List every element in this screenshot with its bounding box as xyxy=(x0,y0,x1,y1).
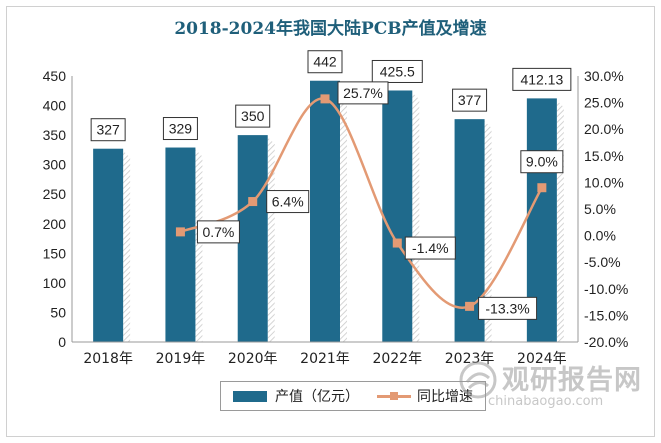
growth-value-label-box xyxy=(266,190,310,214)
bar-value-label-box xyxy=(235,104,271,128)
y-left-tick-label: 50 xyxy=(50,304,66,320)
bar xyxy=(93,148,124,342)
growth-value-label: 25.7% xyxy=(343,85,383,101)
y-left-tick-label: 250 xyxy=(43,186,67,202)
y-left-tick-label: 200 xyxy=(43,216,67,232)
y-right-tick-label: -5.0% xyxy=(584,254,621,270)
y-right-tick-label: 0.0% xyxy=(584,228,616,244)
bar-value-label: 327 xyxy=(96,122,120,138)
growth-marker xyxy=(248,197,258,207)
growth-value-label-box xyxy=(520,150,564,174)
bar-value-label: 425.5 xyxy=(380,63,415,79)
watermark-name: 观研报告网 xyxy=(502,365,642,396)
x-tick-label: 2024年 xyxy=(517,351,567,367)
bar xyxy=(165,147,196,342)
bar-shadow xyxy=(556,100,564,342)
bar-value-label: 442 xyxy=(313,54,337,70)
bar-shadow xyxy=(412,92,420,342)
x-tick-label: 2020年 xyxy=(228,351,278,367)
bar-shadow xyxy=(123,150,131,342)
bar-value-label-box xyxy=(307,50,343,74)
bar-value-label-box xyxy=(452,88,488,112)
legend: 产值（亿元） 同比增速 xyxy=(220,381,486,411)
bar-shadow xyxy=(267,137,275,342)
bar xyxy=(237,135,268,342)
legend-label-output: 产值（亿元） xyxy=(275,389,359,405)
y-right-tick-label: 10.0% xyxy=(584,174,624,190)
y-left-tick-label: 400 xyxy=(43,98,67,114)
bar xyxy=(310,80,340,343)
y-right-tick-label: 30.0% xyxy=(584,68,624,84)
growth-value-label: -1.4% xyxy=(412,240,449,256)
y-left-tick-label: 350 xyxy=(43,127,67,143)
y-right-tick-label: -10.0% xyxy=(584,281,628,297)
legend-item-growth: 同比增速 xyxy=(377,386,473,406)
watermark-domain: chinabaogao.com xyxy=(488,394,604,409)
y-left-tick-label: 300 xyxy=(43,157,67,173)
bar-value-label-box xyxy=(512,67,572,91)
bar-value-label: 377 xyxy=(458,92,482,108)
x-tick-label: 2021年 xyxy=(300,351,350,367)
y-right-tick-label: 20.0% xyxy=(584,121,624,137)
growth-value-label: 9.0% xyxy=(526,154,558,170)
y-left-tick-label: 150 xyxy=(43,245,67,261)
x-tick-label: 2019年 xyxy=(156,351,206,367)
legend-item-output: 产值（亿元） xyxy=(233,386,359,406)
watermark: 观研报告网 chinabaogao.com xyxy=(452,356,642,416)
growth-marker xyxy=(537,183,547,193)
legend-bar-swatch xyxy=(233,390,267,402)
growth-value-label-box xyxy=(404,236,456,260)
growth-value-label-box xyxy=(478,296,538,320)
y-right-tick-label: -15.0% xyxy=(584,307,628,323)
bar-value-label-box xyxy=(162,117,198,141)
x-tick-label: 2022年 xyxy=(372,351,422,367)
y-left-tick-label: 450 xyxy=(43,68,67,84)
chart-title: 2018-2024年我国大陆PCB产值及增速 xyxy=(174,19,487,39)
watermark-logo-icon xyxy=(459,361,497,399)
y-right-tick-label: 25.0% xyxy=(584,95,624,111)
y-right-tick-label: 15.0% xyxy=(584,148,624,164)
x-tick-label: 2018年 xyxy=(83,351,133,367)
bar-value-label-box xyxy=(90,118,126,142)
growth-marker xyxy=(392,238,402,248)
y-left-tick-label: 0 xyxy=(58,334,66,350)
growth-marker xyxy=(175,227,185,237)
legend-label-growth: 同比增速 xyxy=(417,389,473,405)
y-right-tick-label: -20.0% xyxy=(584,334,628,350)
growth-marker xyxy=(320,94,330,104)
bar-shadow xyxy=(340,82,347,343)
bar-value-label-box xyxy=(371,59,423,83)
growth-value-label: 0.7% xyxy=(202,224,234,240)
legend-line-swatch xyxy=(377,391,411,402)
growth-value-label: -13.3% xyxy=(485,300,529,316)
y-left-tick-label: 100 xyxy=(43,275,67,291)
bar-value-label: 350 xyxy=(241,108,265,124)
growth-value-label: 6.4% xyxy=(272,194,304,210)
bar xyxy=(382,90,413,342)
y-right-tick-label: 5.0% xyxy=(584,201,616,217)
bar-shadow xyxy=(195,149,203,342)
growth-value-label-box xyxy=(337,81,389,105)
growth-value-label-box xyxy=(196,220,240,244)
growth-marker xyxy=(465,301,475,311)
bar-value-label: 412.13 xyxy=(520,71,563,87)
bar-value-label: 329 xyxy=(169,121,193,137)
